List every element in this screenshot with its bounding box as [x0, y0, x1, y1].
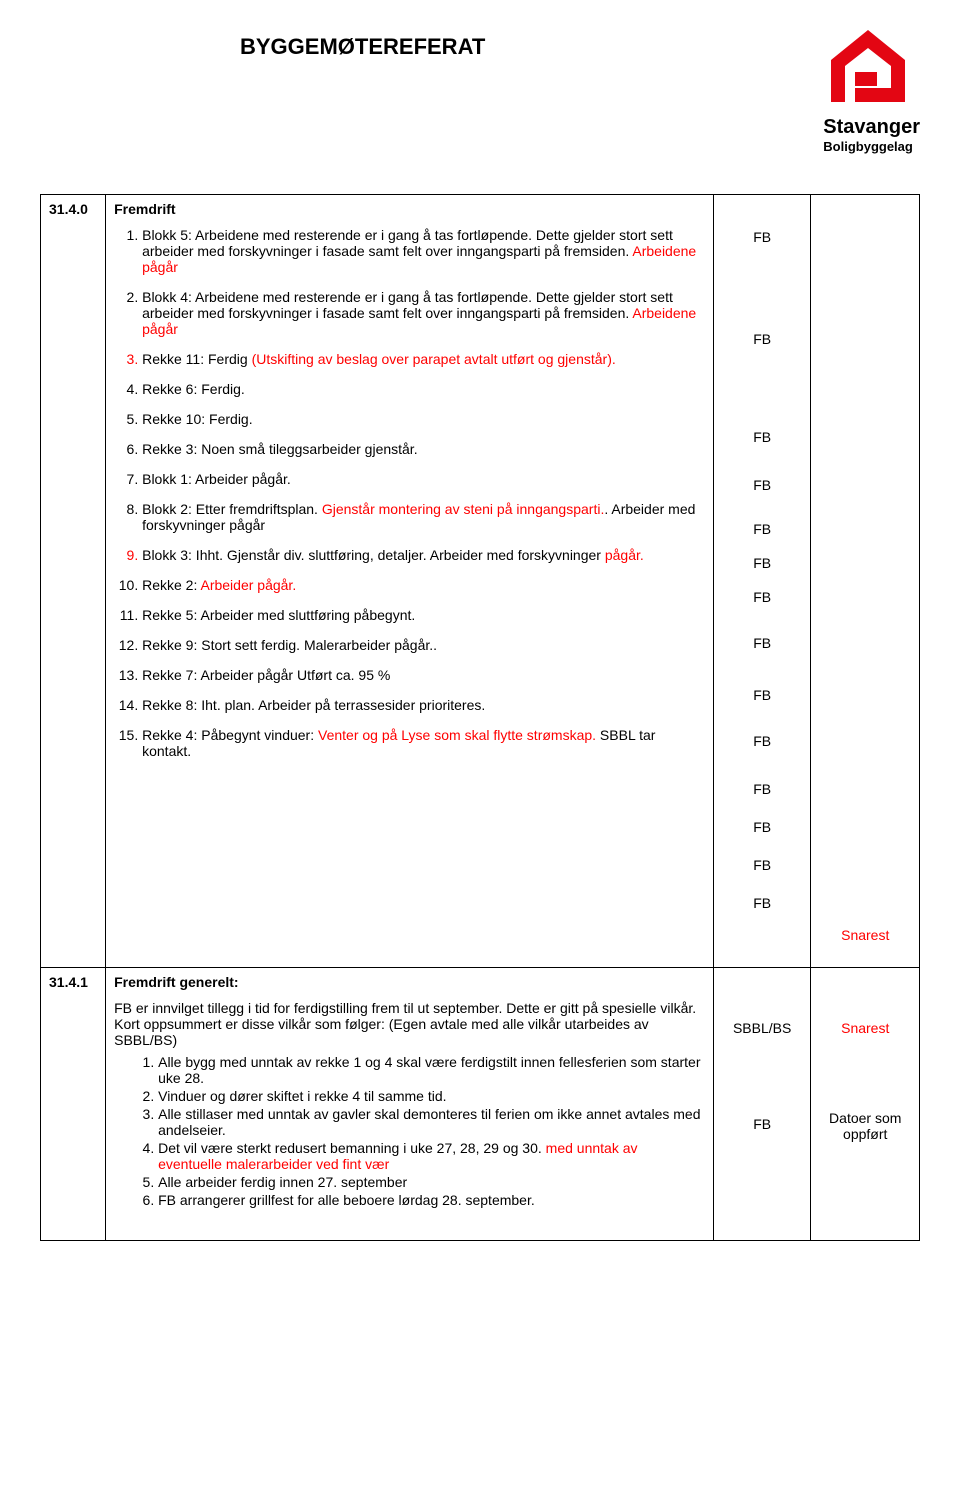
list-item: Alle stillaser med unntak av gavler skal… [158, 1106, 705, 1138]
document-title: BYGGEMØTEREFERAT [240, 34, 485, 60]
list-item: Rekke 5: Arbeider med sluttføring påbegy… [142, 607, 705, 623]
resp-label: FB [722, 521, 803, 537]
section-id: 31.4.1 [41, 968, 106, 1241]
resp-label: FB [722, 895, 803, 911]
list-item: Rekke 6: Ferdig. [142, 381, 705, 397]
text-run: Alle stillaser med unntak av gavler skal… [158, 1106, 700, 1138]
text-run: Det vil være sterkt redusert bemanning i… [158, 1140, 546, 1156]
list-item: Rekke 4: Påbegynt vinduer: Venter og på … [142, 727, 705, 759]
resp-label: FB [722, 687, 803, 703]
text-run: pågår. [605, 547, 644, 563]
text-run: Rekke 5: Arbeider med sluttføring påbegy… [142, 607, 415, 623]
section-title: Fremdrift [114, 201, 705, 217]
resp-label: FB [722, 857, 803, 873]
resp-label: FB [722, 733, 803, 749]
minutes-table: 31.4.0 Fremdrift Blokk 5: Arbeidene med … [40, 194, 920, 1241]
list-item: Blokk 5: Arbeidene med resterende er i g… [142, 227, 705, 275]
text-run: Rekke 11: Ferdig [142, 351, 251, 367]
due-label: Snarest [819, 1020, 911, 1036]
section-body: Fremdrift Blokk 5: Arbeidene med restere… [106, 195, 714, 968]
text-run: Blokk 1: Arbeider pågår. [142, 471, 291, 487]
list-item: Rekke 2: Arbeider pågår. [142, 577, 705, 593]
resp-label: FB [722, 781, 803, 797]
text-run: Blokk 4: Arbeidene med resterende er i g… [142, 289, 673, 321]
list-item: Alle arbeider ferdig innen 27. september [158, 1174, 705, 1190]
page-header: BYGGEMØTEREFERAT Stavanger Boligbyggelag [40, 30, 920, 154]
resp-column: FB FB FB FB FB FB FB FB FB FB FB FB FB FB [713, 195, 811, 968]
list-item: Rekke 9: Stort sett ferdig. Malerarbeide… [142, 637, 705, 653]
text-run: Arbeider pågår. [200, 577, 296, 593]
due-column: Snarest [811, 195, 920, 968]
resp-label: FB [722, 555, 803, 571]
list-item: Rekke 8: Iht. plan. Arbeider på terrasse… [142, 697, 705, 713]
list-item: Rekke 3: Noen små tileggsarbeider gjenst… [142, 441, 705, 457]
section-title: Fremdrift generelt: [114, 974, 705, 990]
text-run: Rekke 7: Arbeider pågår Utført ca. 95 % [142, 667, 390, 683]
due-label: Datoer som oppført [819, 1110, 911, 1142]
section-body: Fremdrift generelt: FB er innvilget till… [106, 968, 714, 1241]
list-item: Blokk 1: Arbeider pågår. [142, 471, 705, 487]
list-item: Blokk 3: Ihht. Gjenstår div. sluttføring… [142, 547, 705, 563]
due-column: Snarest Datoer som oppført [811, 968, 920, 1241]
resp-label: FB [722, 819, 803, 835]
text-run: Rekke 6: Ferdig. [142, 381, 245, 397]
text-run: Rekke 9: Stort sett ferdig. Malerarbeide… [142, 637, 437, 653]
text-run: Rekke 4: Påbegynt vinduer: [142, 727, 318, 743]
list-item: Alle bygg med unntak av rekke 1 og 4 ska… [158, 1054, 705, 1086]
list-item: Det vil være sterkt redusert bemanning i… [158, 1140, 705, 1172]
resp-label: FB [722, 1116, 803, 1132]
text-run: Blokk 3: Ihht. Gjenstår div. sluttføring… [142, 547, 605, 563]
resp-label: FB [722, 477, 803, 493]
text-run: Rekke 2: [142, 577, 200, 593]
text-run: Gjenstår montering av steni på inngangsp… [322, 501, 605, 517]
house-logo-icon [823, 30, 913, 110]
brand-subtitle: Boligbyggelag [823, 139, 920, 154]
text-run: (Utskifting av beslag over parapet avtal… [252, 351, 616, 367]
text-run: Vinduer og dører skiftet i rekke 4 til s… [158, 1088, 446, 1104]
brand-logo: Stavanger Boligbyggelag [823, 30, 920, 154]
text-run: Rekke 10: Ferdig. [142, 411, 253, 427]
text-run: Alle arbeider ferdig innen 27. september [158, 1174, 407, 1190]
resp-label: FB [722, 331, 803, 347]
list-item: FB arrangerer grillfest for alle beboere… [158, 1192, 705, 1208]
list-item: Rekke 11: Ferdig (Utskifting av beslag o… [142, 351, 705, 367]
resp-label: FB [722, 229, 803, 245]
due-label: Snarest [819, 927, 911, 943]
text-run: Rekke 3: Noen små tileggsarbeider gjenst… [142, 441, 417, 457]
brand-name: Stavanger [823, 116, 920, 139]
resp-label: SBBL/BS [722, 1020, 803, 1036]
list-item: Rekke 10: Ferdig. [142, 411, 705, 427]
list-item: Vinduer og dører skiftet i rekke 4 til s… [158, 1088, 705, 1104]
resp-label: FB [722, 429, 803, 445]
text-run: Rekke 8: Iht. plan. Arbeider på terrasse… [142, 697, 485, 713]
text-run: FB arrangerer grillfest for alle beboere… [158, 1192, 535, 1208]
list-item: Blokk 2: Etter fremdriftsplan. Gjenstår … [142, 501, 705, 533]
section-id: 31.4.0 [41, 195, 106, 968]
resp-column: SBBL/BS FB [713, 968, 811, 1241]
resp-label: FB [722, 589, 803, 605]
list-item: Blokk 4: Arbeidene med resterende er i g… [142, 289, 705, 337]
text-run: Blokk 5: Arbeidene med resterende er i g… [142, 227, 673, 259]
text-run: Blokk 2: Etter fremdriftsplan. [142, 501, 322, 517]
text-run: Venter og på Lyse som skal flytte strøms… [318, 727, 596, 743]
resp-label: FB [722, 635, 803, 651]
list-item: Rekke 7: Arbeider pågår Utført ca. 95 % [142, 667, 705, 683]
text-run: Alle bygg med unntak av rekke 1 og 4 ska… [158, 1054, 700, 1086]
intro-text: FB er innvilget tillegg i tid for ferdig… [114, 1000, 705, 1048]
